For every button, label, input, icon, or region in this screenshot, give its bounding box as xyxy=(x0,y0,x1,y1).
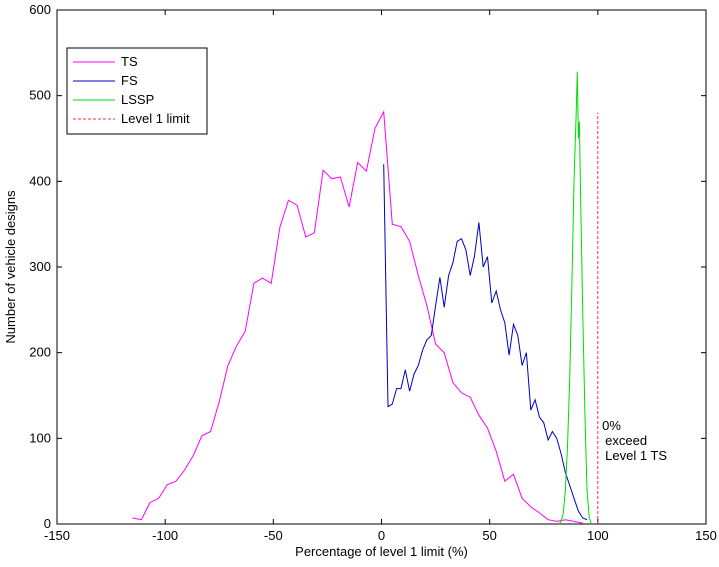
legend-label: LSSP xyxy=(121,92,154,107)
y-tick-label: 100 xyxy=(29,430,51,445)
y-tick-label: 0 xyxy=(44,516,51,531)
x-tick-label: 50 xyxy=(482,528,496,543)
y-tick-label: 300 xyxy=(29,259,51,274)
legend-label: TS xyxy=(121,54,138,69)
annotation-line-1: 0% xyxy=(602,418,621,433)
y-tick-label: 600 xyxy=(29,2,51,17)
legend: TS FS LSSP Level 1 limit xyxy=(66,47,208,135)
series-line-fs xyxy=(383,164,588,521)
series-line-ts xyxy=(132,110,583,524)
x-tick-label: -150 xyxy=(44,528,70,543)
y-axis-title: Number of vehicle designs xyxy=(3,190,18,344)
series-layer xyxy=(132,71,599,525)
legend-label: FS xyxy=(121,73,138,88)
x-tick-label: 0 xyxy=(378,528,385,543)
x-tick-label: -50 xyxy=(264,528,283,543)
annotation-line-2: exceed xyxy=(605,433,647,448)
y-tick-label: 400 xyxy=(29,173,51,188)
series-line-lssp xyxy=(558,71,592,525)
x-axis-ticks: -150 -100 -50 0 50 100 150 xyxy=(44,10,717,543)
annotation-text: 0% exceed Level 1 TS xyxy=(602,418,667,463)
legend-label: Level 1 limit xyxy=(121,111,190,126)
x-tick-label: -100 xyxy=(152,528,178,543)
x-tick-label: 100 xyxy=(587,528,609,543)
y-axis-ticks: 0 100 200 300 400 500 600 xyxy=(29,2,706,531)
x-tick-label: 150 xyxy=(695,528,717,543)
x-axis-title: Percentage of level 1 limit (%) xyxy=(295,544,468,559)
y-tick-label: 500 xyxy=(29,88,51,103)
y-tick-label: 200 xyxy=(29,345,51,360)
annotation-line-3: Level 1 TS xyxy=(605,448,667,463)
